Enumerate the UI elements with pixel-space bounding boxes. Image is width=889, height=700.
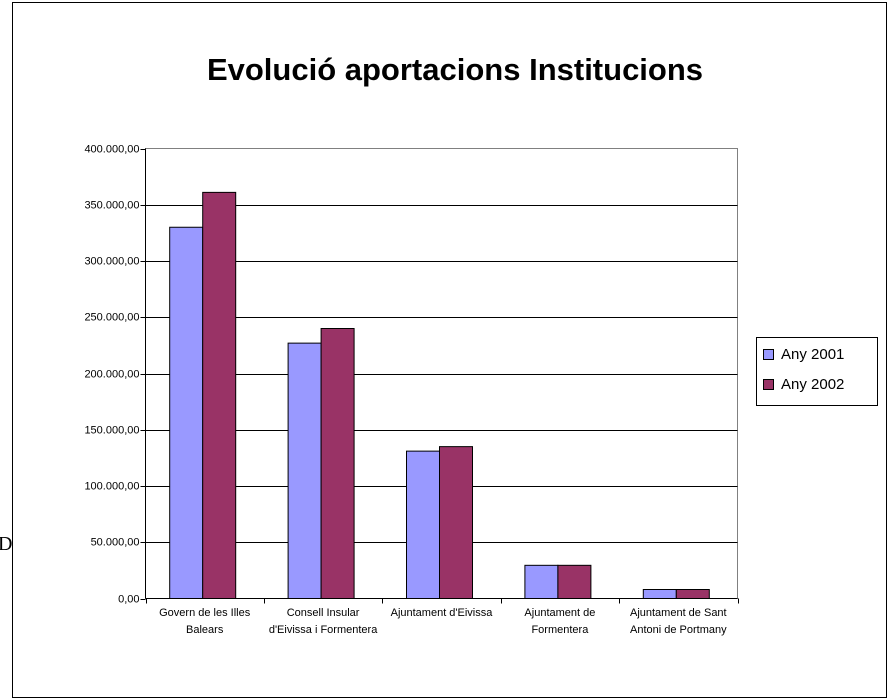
- y-tick-label: 50.000,00: [91, 536, 140, 548]
- side-text: D: [0, 533, 13, 555]
- x-tick-label: Govern de les Illes Balears: [159, 607, 251, 636]
- bar: [320, 328, 355, 599]
- y-tick-label: 250.000,00: [84, 311, 139, 323]
- bar: [675, 589, 710, 599]
- legend-swatch: [763, 379, 774, 390]
- bar: [557, 564, 592, 599]
- bar: [406, 450, 440, 599]
- legend-label: Any 2001: [781, 346, 844, 363]
- x-tick-label: Ajuntament de Sant Antoni de Portmany: [629, 607, 727, 636]
- legend-label: Any 2002: [781, 376, 844, 393]
- bar: [287, 342, 322, 599]
- bar: [642, 589, 677, 599]
- y-tick-label: 350.000,00: [84, 199, 139, 211]
- y-tick-label: 0,00: [118, 593, 139, 605]
- y-tick-label: 150.000,00: [84, 424, 139, 436]
- legend-box: [756, 337, 878, 406]
- bar: [202, 191, 237, 599]
- y-tick-label: 400.000,00: [84, 143, 139, 155]
- x-tick-label: Consell Insular d'Eivissa i Formentera: [268, 607, 378, 636]
- x-tick-label: Ajuntament d'Eivissa: [390, 607, 493, 619]
- y-tick-label: 200.000,00: [84, 368, 139, 380]
- x-tick-label: Ajuntament de Formentera: [524, 607, 596, 636]
- y-tick-label: 100.000,00: [84, 480, 139, 492]
- bar: [524, 564, 559, 599]
- legend-swatch: [763, 349, 774, 360]
- y-tick-label: 300.000,00: [84, 255, 139, 267]
- bar: [169, 226, 204, 599]
- bar: [439, 446, 473, 599]
- chart-title: Evolució aportacions Institucions: [207, 52, 703, 87]
